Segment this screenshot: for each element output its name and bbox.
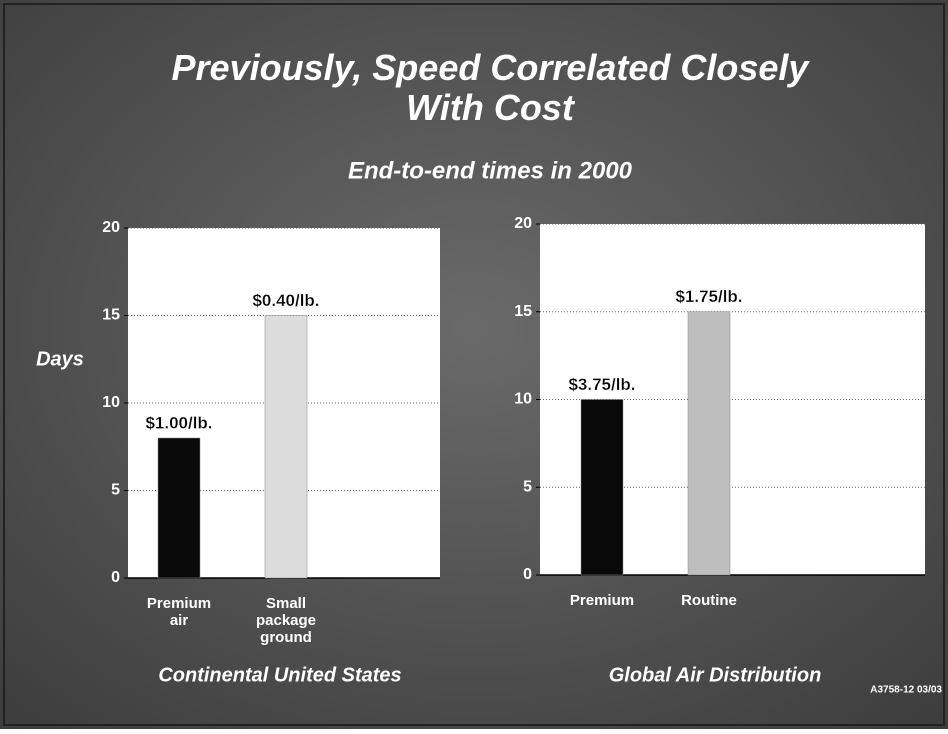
value-label: $0.40/lb. — [252, 291, 319, 310]
value-label: $1.00/lb. — [145, 413, 212, 432]
y-tick-label: 0 — [111, 569, 120, 586]
bar — [580, 399, 624, 576]
chart-caption: Global Air Distribution — [609, 664, 822, 686]
x-tick-label: Routine — [681, 592, 737, 609]
y-tick-label: 5 — [111, 482, 120, 499]
footer-code: A3758-12 03/03 — [870, 685, 942, 696]
bar — [687, 311, 731, 576]
y-tick-label: 15 — [514, 303, 532, 320]
subtitle: End-to-end times in 2000 — [348, 157, 633, 184]
value-label: $1.75/lb. — [675, 287, 742, 306]
x-tick-label: Small package ground — [256, 595, 316, 646]
value-label: $3.75/lb. — [568, 375, 635, 394]
y-tick-label: 20 — [102, 219, 120, 236]
y-axis-label: Days — [36, 348, 84, 370]
y-tick-label: 20 — [514, 215, 532, 232]
y-tick-label: 15 — [102, 307, 120, 324]
y-tick-label: 10 — [102, 394, 120, 411]
bar — [264, 315, 308, 579]
y-tick-label: 0 — [523, 566, 532, 583]
slide-title: Previously, Speed Correlated Closely With… — [172, 47, 811, 128]
bar — [157, 437, 201, 579]
frame — [3, 3, 945, 726]
y-tick-label: 10 — [514, 391, 532, 408]
x-tick-label: Premium air — [147, 595, 211, 629]
y-tick-label: 5 — [523, 478, 532, 495]
chart-caption: Continental United States — [158, 664, 401, 686]
x-tick-label: Premium — [570, 592, 634, 609]
